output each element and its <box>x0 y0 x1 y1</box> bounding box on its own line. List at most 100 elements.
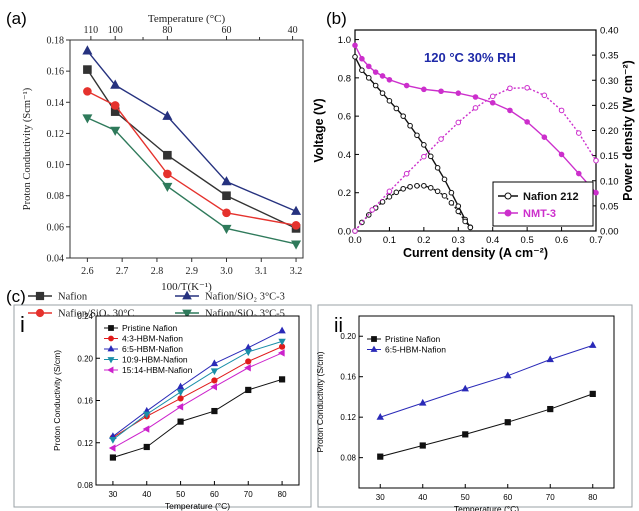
a-point-nafion-sio-3-c-5 <box>162 182 173 192</box>
c-i-point-6-5-hbm-nafion <box>278 326 286 334</box>
c-i-point-15-14-hbm-nafion <box>108 444 116 452</box>
c-i-point-pristine-nafion <box>143 443 150 451</box>
b-point-nafion-212 <box>365 75 372 81</box>
b-point-nmt-3 <box>386 76 393 83</box>
b-point-nmt-3-power <box>575 130 582 136</box>
a-point-nafion-sio-3-c-3 <box>162 110 173 120</box>
b-point-nafion-212-power <box>448 200 455 206</box>
b-y2-tick-label: 0.10 <box>600 176 619 187</box>
c-i-point-15-14-hbm-nafion <box>244 364 251 372</box>
b-point-nafion-212 <box>414 132 420 139</box>
b-point-nmt-3 <box>455 90 462 96</box>
c-i-x-tick-label: 60 <box>210 490 219 499</box>
b-y-tick-label: 0.8 <box>338 73 351 84</box>
b-y2-tick-label: 0.15 <box>600 151 619 162</box>
b-y-tick-label: 0.0 <box>338 227 351 238</box>
c-i-x-tick-label: 80 <box>278 490 287 499</box>
c-i-point-15-14-hbm-nafion <box>176 403 184 411</box>
b-point-nmt-3-power <box>524 84 530 91</box>
panel-c-ii-frame <box>317 304 633 508</box>
b-point-nafion-212-power <box>414 182 420 189</box>
a-y-tick-label: 0.10 <box>47 160 65 171</box>
c-ii-x-tick-label: 40 <box>418 493 427 502</box>
a-point-nafion-sio-3-c-3 <box>221 176 232 186</box>
a-x-axis-title: 100/T(K⁻¹) <box>161 281 212 293</box>
b-point-nafion-212-power <box>455 208 462 215</box>
a-x-tick-label: 3.1 <box>255 266 268 277</box>
c-i-series-line-pristine-nafion <box>112 378 283 459</box>
c-ii-y-tick-label: 0.08 <box>340 454 356 463</box>
c-i-point-10-9-hbm-nafion <box>244 349 252 357</box>
a-legend-label: Nafion <box>58 292 88 303</box>
c-i-series-line-4-3-hbm-nafion <box>112 346 283 438</box>
b-point-nafion-212-power <box>421 182 427 189</box>
c-i-point-15-14-hbm-nafion <box>277 349 285 357</box>
c-ii-point-pristine-nafion <box>547 405 554 413</box>
c-ii-point-6-5-hbm-nafion <box>376 413 384 420</box>
a-point-nafion-sio-3-c-3 <box>82 45 93 55</box>
a-y-tick-label: 0.14 <box>47 98 65 109</box>
c-i-point-15-14-hbm-nafion <box>142 425 150 433</box>
c-ii-point-pristine-nafion <box>377 453 384 460</box>
b-point-nafion-212-power <box>386 194 393 200</box>
a-point-nafion-sio-3-c-5 <box>221 224 232 235</box>
b-point-nafion-212 <box>407 122 413 129</box>
c-i-x-tick-label: 50 <box>176 490 185 499</box>
a-point-nafion-sio-3-c-3 <box>291 205 302 215</box>
c-ii-legend-marker <box>371 336 377 342</box>
c-i-legend-label: 15:14-HBM-Nafion <box>122 365 193 375</box>
a-legend-label: Nafion/SiO₂ 3°C-3 <box>205 292 285 303</box>
panel-label-a: (a) <box>6 9 27 28</box>
b-point-nafion-212 <box>434 165 441 171</box>
b-point-nmt-3-power <box>403 170 410 177</box>
b-point-nmt-3-power <box>558 107 565 114</box>
c-ii-x-tick-label: 50 <box>461 493 470 502</box>
b-point-nafion-212-power <box>441 193 448 199</box>
b-y2-tick-label: 0.00 <box>600 227 619 238</box>
a-point-nafion-sio-30-c <box>83 87 92 96</box>
b-point-nmt-3 <box>379 73 386 79</box>
c-i-point-6-5-hbm-nafion <box>176 382 185 390</box>
b-point-nafion-212 <box>372 82 379 89</box>
b-x-tick-label: 0.2 <box>417 235 430 246</box>
c-ii-x-tick-label: 30 <box>376 493 385 502</box>
a-y-tick-label: 0.12 <box>47 129 65 140</box>
b-point-nafion-212 <box>400 113 407 119</box>
b-y-tick-label: 1.0 <box>338 35 351 46</box>
b-point-nafion-212-power <box>393 189 400 196</box>
c-i-series-line-15-14-hbm-nafion <box>112 352 283 449</box>
a-x-tick-label: 2.6 <box>81 266 94 277</box>
a-top-tick-label: 110 <box>84 25 99 36</box>
panel-label-c-i: i <box>20 312 25 337</box>
b-x-tick-label: 0.6 <box>555 235 568 246</box>
a-point-nafion-sio-30-c <box>163 169 172 179</box>
b-y2-axis-title: Power density (W cm⁻²) <box>621 60 635 201</box>
c-ii-point-pristine-nafion <box>504 419 511 426</box>
c-ii-point-pristine-nafion <box>419 442 426 449</box>
c-ii-y-tick-label: 0.12 <box>340 413 356 422</box>
c-i-legend-marker <box>107 366 114 374</box>
c-ii-legend-marker <box>370 345 378 352</box>
b-point-nafion-212 <box>359 67 365 73</box>
c-ii-y-tick-label: 0.20 <box>340 332 356 341</box>
c-i-point-10-9-hbm-nafion <box>109 437 117 444</box>
b-point-nafion-212-power <box>407 183 413 190</box>
a-y-tick-label: 0.08 <box>47 191 65 202</box>
c-i-point-10-9-hbm-nafion <box>143 411 151 419</box>
b-point-nmt-3-power <box>369 207 376 213</box>
b-y2-tick-label: 0.05 <box>600 201 619 212</box>
a-point-nafion <box>83 65 92 74</box>
c-i-point-4-3-hbm-nafion <box>177 395 184 402</box>
b-point-nafion-212 <box>455 203 462 209</box>
b-legend-marker <box>504 209 512 217</box>
b-point-nmt-3 <box>541 134 548 140</box>
b-legend-marker <box>504 192 512 200</box>
c-ii-series-line-pristine-nafion <box>380 393 593 458</box>
a-top-tick-label: 100 <box>108 25 123 36</box>
c-i-y-tick-label: 0.16 <box>77 397 93 406</box>
c-i-legend-label: 4:3-HBM-Nafion <box>122 334 183 344</box>
c-i-point-pristine-nafion <box>278 376 286 383</box>
a-point-nafion <box>163 150 172 160</box>
b-legend-label: Nafion 212 <box>523 191 579 203</box>
